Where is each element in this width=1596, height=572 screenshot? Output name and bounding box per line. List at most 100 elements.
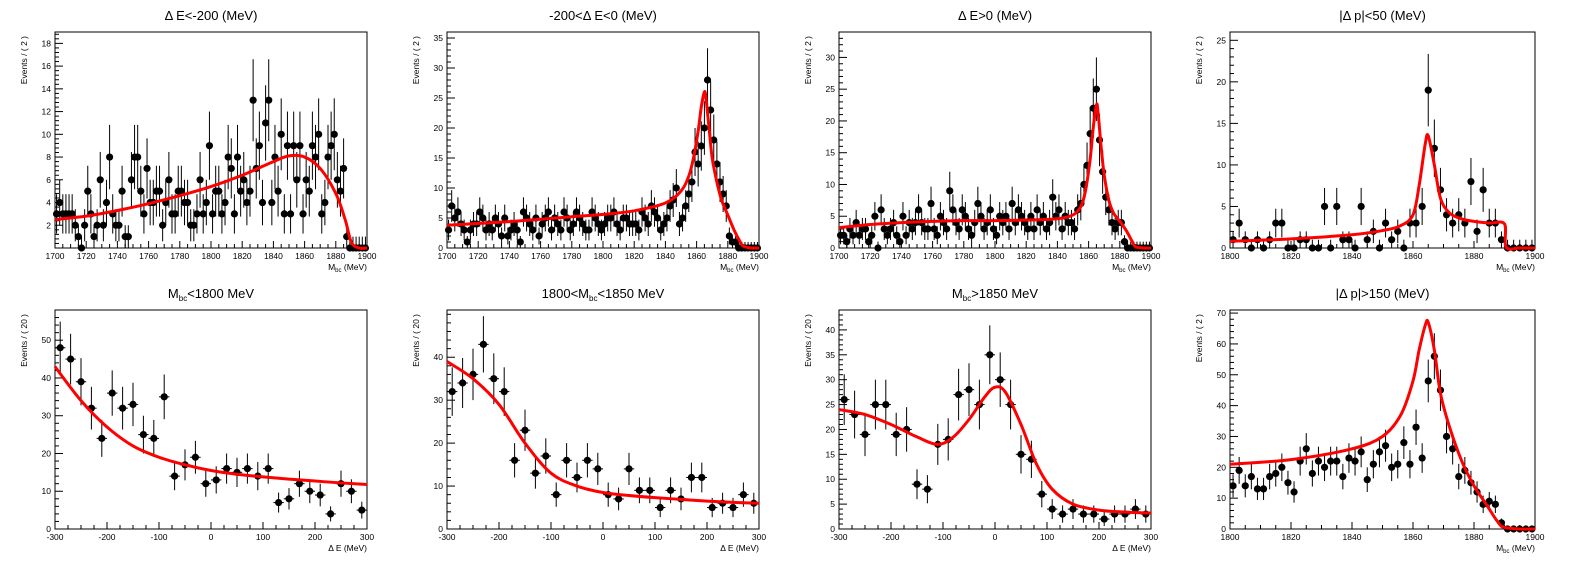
data-point (1479, 167, 1487, 212)
data-marker (908, 225, 916, 233)
data-point (65, 333, 76, 385)
x-tick-label: 1840 (1048, 251, 1067, 261)
data-point (891, 412, 902, 457)
data-marker (1290, 244, 1298, 252)
data-marker (177, 187, 185, 195)
fit-curve (446, 360, 760, 505)
data-marker (295, 480, 303, 488)
data-marker (843, 238, 851, 246)
data-marker (137, 187, 145, 195)
data-marker (563, 456, 571, 464)
data-point (971, 209, 979, 236)
data-point (992, 226, 1001, 245)
data-point (242, 453, 253, 484)
y-tick-label: 40 (1217, 401, 1227, 411)
data-point (1455, 463, 1463, 490)
data-marker (632, 220, 640, 228)
x-tick-label: 1800 (986, 251, 1005, 261)
data-marker (968, 231, 976, 239)
data-marker (1005, 225, 1013, 233)
data-point (148, 419, 159, 457)
data-point (509, 443, 520, 478)
data-marker (1014, 206, 1023, 214)
y-tick-label: 20 (42, 448, 52, 458)
data-point (271, 124, 279, 190)
x-tick-label: 300 (1144, 532, 1158, 542)
data-point (138, 415, 149, 454)
data-point (1235, 456, 1243, 484)
data-point (74, 225, 82, 248)
data-marker (625, 465, 633, 473)
x-tick-label: 100 (1040, 532, 1054, 542)
data-marker (986, 206, 994, 214)
data-point (237, 165, 245, 217)
y-tick-label: 5 (830, 499, 835, 509)
x-tick-label: -200 (490, 532, 507, 542)
x-axis-label-main: M (1496, 262, 1503, 272)
data-point (1011, 209, 1019, 236)
data-point (561, 443, 572, 478)
data-point (454, 197, 462, 227)
data-marker (542, 452, 550, 460)
x-tick-label: 1820 (625, 251, 644, 261)
data-point (927, 186, 935, 221)
data-point (1247, 239, 1255, 252)
data-point (1449, 208, 1457, 238)
x-tick-label: -200 (882, 532, 899, 542)
x-axis-label-main: Δ E (MeV) (328, 543, 367, 553)
x-tick-label: -300 (438, 532, 455, 542)
y-tick-label: 10 (42, 129, 52, 139)
chart-title-main: M (952, 286, 963, 301)
data-marker (980, 225, 988, 233)
data-marker (1381, 219, 1390, 227)
data-marker (913, 480, 921, 488)
chart-title: 1800<Mbc<1850 MeV (542, 286, 665, 303)
data-point (644, 212, 652, 236)
data-marker (1406, 460, 1414, 468)
data-point (1070, 217, 1079, 240)
data-point (544, 197, 553, 227)
data-marker (882, 400, 890, 409)
data-point (849, 226, 857, 245)
data-point (1119, 505, 1131, 523)
data-marker (936, 212, 945, 220)
x-axis-label-main: Δ E (MeV) (720, 543, 759, 553)
data-point (155, 165, 164, 217)
x-axis-label: Δ E (MeV) (328, 543, 367, 553)
data-marker (1278, 219, 1286, 227)
chart-title: |Δ p|>150 (MeV) (1336, 286, 1430, 301)
data-point (623, 452, 635, 485)
data-point (177, 165, 185, 217)
x-axis-label-main: Δ E (MeV) (1112, 543, 1151, 553)
data-marker (1284, 244, 1292, 252)
fit-curve (54, 153, 368, 250)
data-marker (992, 231, 1001, 239)
data-point (162, 179, 170, 226)
data-marker (501, 214, 509, 222)
y-tick-label: 20 (826, 116, 836, 126)
data-marker (1108, 218, 1116, 227)
data-marker (258, 198, 267, 207)
data-marker (77, 244, 86, 252)
data-point (1027, 202, 1035, 231)
data-marker (933, 231, 941, 239)
x-axis-label-unit: (MeV) (342, 262, 368, 272)
data-marker (202, 480, 210, 488)
data-point (1002, 202, 1010, 231)
data-marker (1069, 505, 1077, 513)
data-point (1394, 450, 1402, 479)
data-marker (667, 486, 675, 494)
data-point (613, 487, 624, 511)
data-point (1516, 239, 1524, 252)
data-marker (1339, 236, 1347, 244)
data-point (227, 138, 235, 199)
data-marker (1024, 225, 1032, 233)
data-marker (218, 210, 226, 218)
data-point (551, 482, 562, 507)
data-marker (682, 202, 690, 210)
data-marker (965, 386, 973, 394)
data-marker (463, 238, 471, 246)
y-tick-label: 40 (826, 325, 836, 335)
x-tick-label: 1820 (1282, 532, 1301, 542)
